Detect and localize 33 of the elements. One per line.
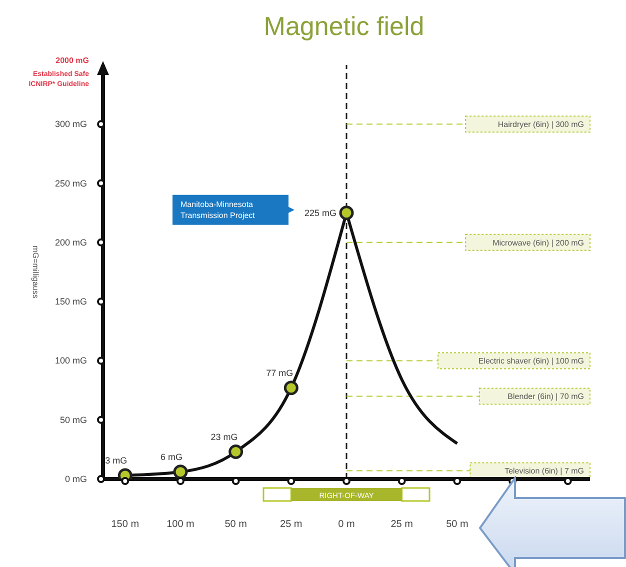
y-tick-label: 50 mG [60, 414, 87, 425]
x-tick-label: 25 m [390, 519, 413, 530]
ref-line-label: Blender (6in) | 70 mG [508, 392, 584, 402]
y-tick-label: 300 mG [54, 119, 87, 130]
data-label: 23 mG [210, 432, 238, 442]
text: 2000 mG [56, 56, 89, 65]
chart-title: Magnetic field [262, 10, 426, 43]
ref-line-label: Microwave (6in) | 200 mG [492, 238, 584, 248]
y-tick-label: 0 mG [64, 474, 87, 484]
x-tick-label: 100 m [166, 519, 194, 530]
y-tick-label: 250 mG [54, 178, 87, 188]
data-label: 6 mG [160, 452, 182, 462]
x-tick-label: 50 m [224, 519, 247, 530]
x-tick-label: 0 m [338, 519, 355, 530]
data-label: 77 mG [266, 368, 294, 378]
label-box: Television (6in) | 7 mG [470, 462, 590, 480]
y-tick-label: 100 mG [54, 356, 87, 366]
data-label: 225 mG [304, 208, 336, 218]
x-tick-label: 50 m [446, 519, 468, 530]
label-box: Hairdryer (6in) | 300 mG [465, 116, 590, 133]
ref-line-label: Electric shaver (6in) | 100 mG [478, 356, 584, 366]
x-tick-label: 150 m [111, 519, 140, 530]
label-box: Electric shaver (6in) | 100 mG [438, 352, 590, 370]
annotation: Manitoba-Minnesota Transmission Project [180, 200, 256, 220]
y-tick-label: 200 mG [54, 237, 87, 248]
ref-line-label: Hairdryer (6in) | 300 mG [498, 120, 584, 130]
label-box: Microwave (6in) | 200 mG [465, 234, 590, 251]
ref-line-label: Television (6in) | 7 mG [504, 466, 584, 476]
y-tick-label: 150 mG [54, 296, 87, 307]
data-label: 3 mG [105, 455, 128, 466]
x-tick-label: 25 m [280, 519, 302, 530]
label-box: Blender (6in) | 70 mG [478, 388, 590, 405]
y-axis-title: mG=milligauss [31, 246, 40, 298]
